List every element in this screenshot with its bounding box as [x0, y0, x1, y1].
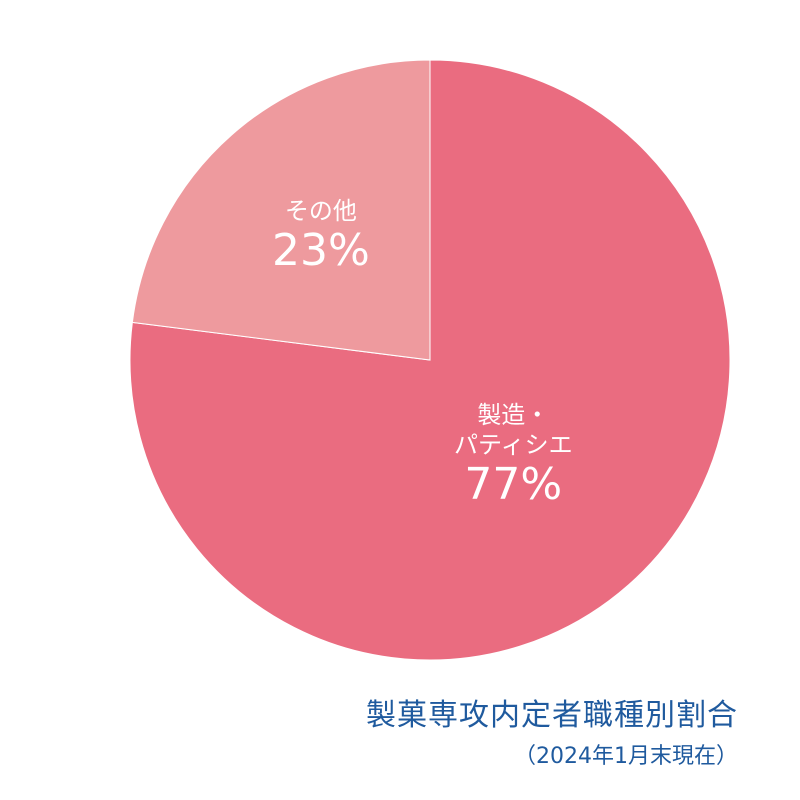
value-label: 23% — [271, 225, 370, 277]
slice-label: その他 23% — [272, 196, 370, 276]
value-label: 77% — [464, 458, 563, 510]
chart-subtitle: （2024年1月末現在） — [514, 744, 738, 769]
category-label: その他 — [284, 197, 357, 226]
slice-label: 製造・ パティシエ 77% — [454, 400, 573, 510]
chart-title: 製菓専攻内定者職種別割合 — [366, 698, 738, 733]
category-label: 製造・ パティシエ — [454, 400, 573, 459]
pie-slice — [131, 59, 431, 361]
